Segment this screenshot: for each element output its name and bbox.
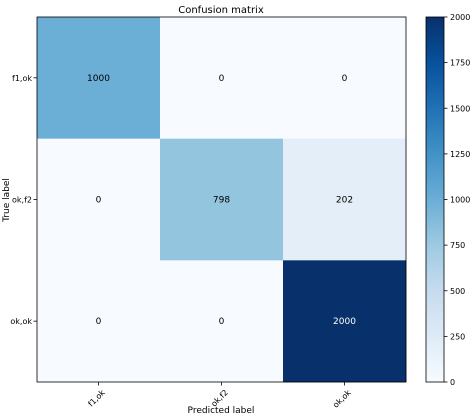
colorbar-tick-label: 500 [450,287,465,296]
colorbar-ticks: 0 250 500 750 1000 1250 1500 1750 2000 [444,13,470,387]
cell-value-label: 0 [96,317,102,327]
heatmap-cell [283,138,407,261]
cell-value-label: 0 [342,74,348,84]
colorbar-tick-label: 1000 [450,196,470,205]
x-tick-label: f1,ok [86,388,107,409]
colorbar [425,16,445,383]
y-axis-label: True label [2,178,12,223]
cell-value-label: 2000 [333,317,356,327]
heatmap-cell-labels: 1000 0 0 0 798 202 0 0 2000 [87,74,356,327]
colorbar-tick-label: 1750 [450,59,470,68]
colorbar-tick-label: 0 [450,378,455,387]
y-tick-label: ok,ok [10,317,32,326]
cell-value-label: 0 [219,74,225,84]
y-tick-label: f1,ok [12,74,32,83]
colorbar-tick-label: 250 [450,332,465,341]
cell-value-label: 1000 [87,74,110,84]
colorbar-tick-label: 750 [450,241,465,250]
colorbar-tick-label: 2000 [450,13,470,22]
colorbar-tick-label: 1250 [450,150,470,159]
heatmap-cells [37,17,407,383]
y-tick-label: ok,f2 [12,196,32,205]
cell-value-label: 0 [219,317,225,327]
heatmap-cell [283,260,407,383]
heatmap-cell [160,138,284,261]
heatmap-cell [283,17,407,139]
heatmap-cell [160,17,284,139]
cell-value-label: 202 [336,196,353,206]
x-tick-label: ok,ok [331,388,353,410]
x-axis-label: Predicted label [188,406,255,416]
y-axis: f1,ok ok,f2 ok,ok [10,74,37,326]
colorbar-tick-label: 1500 [450,104,470,113]
heatmap-cell [37,17,161,139]
chart-title: Confusion matrix [178,5,264,16]
cell-value-label: 0 [96,196,102,206]
cell-value-label: 798 [213,196,230,206]
heatmap-cell [37,138,161,261]
heatmap-cell [160,260,284,383]
heatmap-cell [37,260,161,383]
